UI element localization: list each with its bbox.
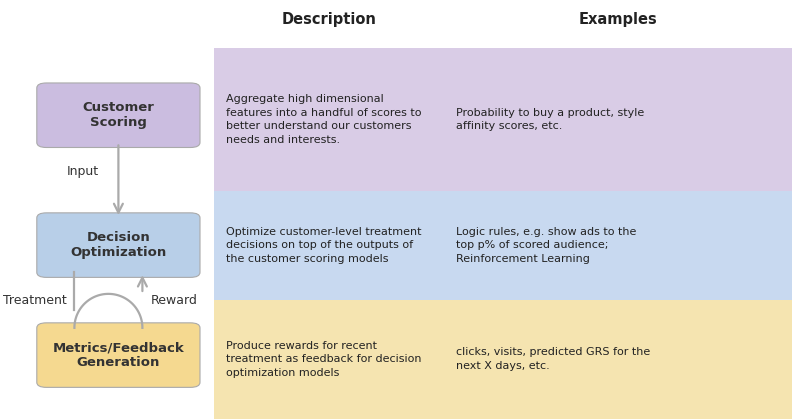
Text: Description: Description <box>282 13 377 27</box>
Bar <box>214 191 792 300</box>
Text: Input: Input <box>66 165 98 178</box>
FancyBboxPatch shape <box>37 83 200 147</box>
Bar <box>214 300 792 419</box>
FancyBboxPatch shape <box>37 213 200 277</box>
Text: Treatment: Treatment <box>2 294 66 307</box>
Bar <box>214 48 792 191</box>
Text: Decision
Optimization: Decision Optimization <box>70 231 166 259</box>
Text: Examples: Examples <box>578 13 658 27</box>
Text: Logic rules, e.g. show ads to the
top p% of scored audience;
Reinforcement Learn: Logic rules, e.g. show ads to the top p%… <box>456 227 636 264</box>
FancyBboxPatch shape <box>37 323 200 387</box>
Text: Reward: Reward <box>150 294 198 307</box>
Text: clicks, visits, predicted GRS for the
next X days, etc.: clicks, visits, predicted GRS for the ne… <box>456 347 650 371</box>
Text: Produce rewards for recent
treatment as feedback for decision
optimization model: Produce rewards for recent treatment as … <box>226 341 422 378</box>
Text: Aggregate high dimensional
features into a handful of scores to
better understan: Aggregate high dimensional features into… <box>226 94 422 145</box>
Text: Metrics/Feedback
Generation: Metrics/Feedback Generation <box>53 341 184 369</box>
Text: Optimize customer-level treatment
decisions on top of the outputs of
the custome: Optimize customer-level treatment decisi… <box>226 227 422 264</box>
Text: Customer
Scoring: Customer Scoring <box>82 101 154 129</box>
Text: Probability to buy a product, style
affinity scores, etc.: Probability to buy a product, style affi… <box>456 108 644 131</box>
